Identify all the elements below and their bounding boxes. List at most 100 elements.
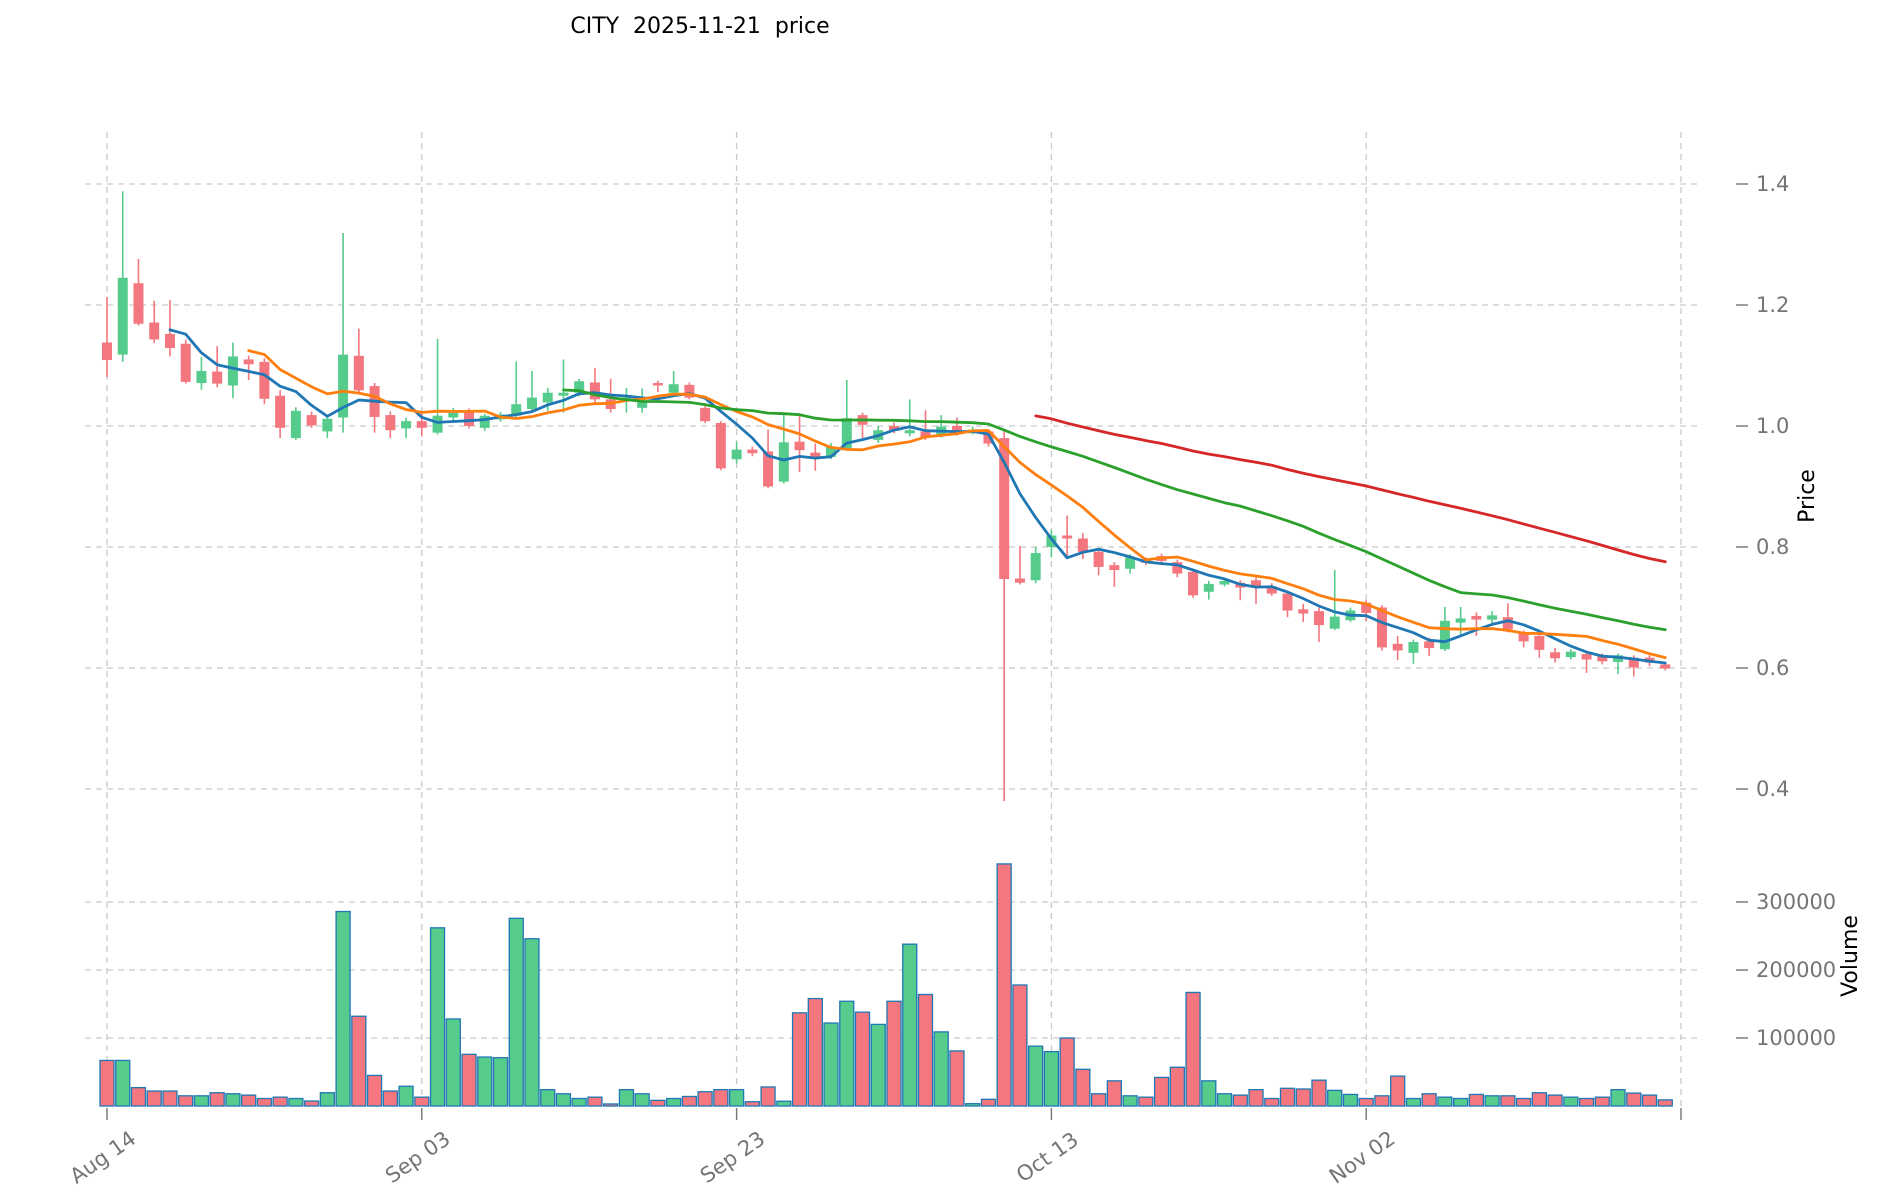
volume-bar (1216, 1093, 1233, 1107)
volume-bar (1012, 984, 1028, 1107)
candle-body (149, 322, 160, 340)
volume-bar (146, 1090, 162, 1107)
volume-bar (1311, 1079, 1327, 1107)
candle-body (338, 354, 349, 418)
volume-bar (1279, 1087, 1296, 1107)
candle-body (747, 449, 758, 454)
candle-body (275, 395, 286, 428)
candle-body (243, 359, 254, 365)
volume-bar (1515, 1097, 1532, 1107)
volume-bar (303, 1100, 320, 1107)
volume-bar (1468, 1093, 1485, 1107)
volume-bar (1578, 1097, 1595, 1107)
candle-body (731, 449, 742, 460)
candle-body (180, 343, 191, 382)
candle-body (1424, 641, 1435, 649)
volume-bar (335, 910, 351, 1107)
candle-body (983, 431, 994, 444)
volume-bar (99, 1059, 115, 1107)
volume-bar (1232, 1094, 1248, 1107)
date-tick-label: Aug 14 (66, 1126, 141, 1188)
candle-body (479, 415, 490, 428)
candle-body (1455, 618, 1466, 623)
volume-bar (665, 1097, 682, 1107)
candle-body (322, 418, 333, 432)
candle-body (526, 397, 537, 410)
volume-bar (524, 938, 540, 1107)
candle-body (385, 415, 396, 431)
candle-body (1172, 562, 1183, 574)
volume-bar (791, 1012, 808, 1107)
volume-bar (1500, 1095, 1516, 1107)
volume-bar (1657, 1099, 1673, 1107)
volume-bar (634, 1093, 650, 1107)
volume-bar (571, 1097, 587, 1107)
candle-body (353, 355, 364, 391)
volume-bar (603, 1103, 619, 1107)
candle-body (164, 334, 175, 348)
ma-line-ma10 (247, 349, 1667, 659)
volume-bars-layer (99, 863, 1673, 1107)
volume-bar (1106, 1080, 1123, 1107)
candle-body (133, 283, 144, 324)
volume-bar (477, 1056, 493, 1107)
volume-bar (178, 1095, 194, 1107)
date-tick-label: Sep 03 (381, 1127, 455, 1189)
volume-bar (1547, 1094, 1563, 1107)
date-tick-label: Oct 13 (1012, 1127, 1083, 1187)
candle-body (448, 412, 459, 418)
volume-bar (760, 1086, 776, 1107)
volume-bar (256, 1097, 273, 1107)
volume-bar (1138, 1096, 1154, 1107)
volume-bar (1358, 1097, 1374, 1107)
candle-body (889, 426, 899, 431)
candle-body (763, 451, 774, 487)
candle-body (1565, 651, 1576, 658)
candle-body (212, 371, 223, 384)
candle-body (1313, 611, 1324, 626)
price-tick-label: 0.6 (1756, 656, 1789, 680)
volume-bar (1327, 1089, 1343, 1107)
candle-body (259, 361, 270, 399)
candle-body (1109, 565, 1120, 570)
volume-bar (414, 1096, 430, 1107)
volume-bar (1185, 991, 1201, 1107)
candle-body (1298, 609, 1309, 614)
volume-bar (917, 993, 934, 1107)
candle-body (1408, 641, 1419, 653)
volume-bar (366, 1074, 383, 1107)
candle-body (1392, 643, 1403, 651)
candle-body (306, 415, 317, 426)
candle-body (1361, 602, 1372, 613)
volume-bar (1563, 1096, 1579, 1107)
volume-bar (492, 1057, 509, 1107)
volume-bar (1248, 1089, 1264, 1107)
volume-bar (461, 1053, 477, 1107)
candle-body (700, 407, 711, 422)
volume-bar (1342, 1093, 1359, 1107)
price-tick-label: 1.0 (1756, 414, 1789, 438)
volume-tick-label: 300000 (1756, 890, 1836, 914)
volume-bar (1043, 1050, 1060, 1107)
volume-bar (1626, 1092, 1642, 1107)
candle-body (1030, 553, 1041, 581)
volume-bar (949, 1050, 965, 1107)
candle-body (826, 446, 837, 457)
volume-bar (870, 1023, 886, 1107)
volume-bar (744, 1101, 760, 1107)
price-axis-title: Price (1795, 469, 1820, 523)
candle-body (841, 418, 852, 449)
volume-bar (823, 1022, 839, 1107)
candle-body (464, 410, 475, 426)
volume-tick-label: 100000 (1756, 1026, 1836, 1050)
volume-bar (351, 1015, 367, 1107)
candle-body (999, 438, 1010, 580)
candle-body (715, 422, 726, 469)
candles-layer (102, 191, 1671, 802)
volume-bar (854, 1011, 871, 1107)
volume-bar (1531, 1092, 1547, 1107)
candle-body (1660, 664, 1671, 669)
candle-body (1251, 580, 1262, 588)
